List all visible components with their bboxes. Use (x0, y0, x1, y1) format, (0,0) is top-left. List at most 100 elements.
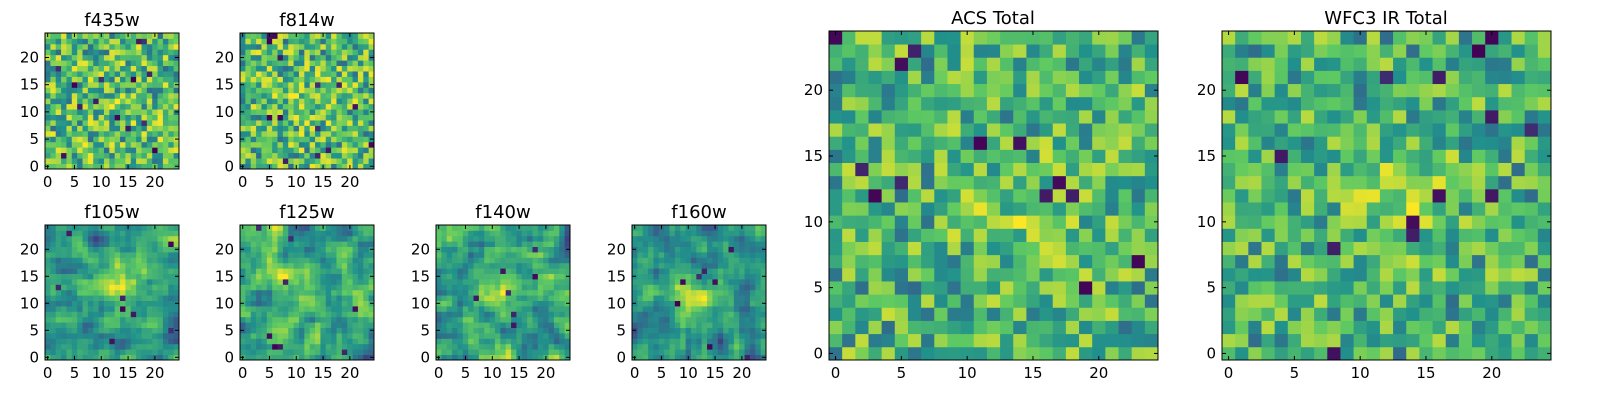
heatmap-cell (357, 257, 364, 264)
heatmap-cell (478, 230, 485, 237)
heatmap-cell (1092, 83, 1106, 98)
y-tick-label: 10 (804, 213, 823, 231)
heatmap-cell (125, 311, 132, 318)
heatmap-cell (309, 225, 316, 231)
heatmap-cell (162, 130, 169, 137)
heatmap-cell (749, 273, 756, 280)
heatmap-cell (162, 316, 169, 323)
heatmap-cell (45, 130, 51, 137)
heatmap-cell (1052, 188, 1067, 203)
heatmap-cell (728, 235, 735, 242)
heatmap-cell (93, 295, 99, 301)
heatmap-cell (240, 333, 246, 339)
heatmap-cell (93, 284, 99, 291)
heatmap-cell (245, 306, 252, 312)
heatmap-cell (168, 235, 175, 242)
heatmap-cell (245, 327, 252, 334)
heatmap-cell (1131, 175, 1146, 190)
heatmap-cell (357, 295, 364, 301)
heatmap-cell (352, 98, 359, 105)
heatmap-cell (1026, 31, 1040, 45)
heatmap-cell (298, 65, 305, 72)
heatmap-cell (45, 257, 51, 264)
heatmap-cell (468, 354, 474, 361)
heatmap-cell (1287, 215, 1302, 229)
heatmap-cell (136, 43, 142, 50)
heatmap-cell (527, 246, 533, 253)
heatmap-cell (93, 225, 99, 231)
heatmap-cell (1222, 254, 1236, 269)
heatmap-cell (240, 103, 246, 110)
heatmap-cell (441, 273, 448, 280)
heatmap-cell (320, 311, 327, 318)
heatmap-cell (960, 136, 975, 150)
heatmap-cell (272, 163, 278, 170)
heatmap-cell (1327, 162, 1341, 177)
heatmap-cell (304, 125, 311, 132)
heatmap-cell (245, 322, 252, 328)
heatmap-cell (712, 241, 719, 247)
heatmap-cell (749, 279, 756, 285)
heatmap-cell (320, 49, 327, 56)
heatmap-cell (320, 289, 327, 296)
heatmap-cell (1419, 267, 1433, 282)
heatmap-cell (71, 60, 78, 67)
panel-title: f435w (84, 10, 139, 31)
heatmap-cell (855, 188, 869, 203)
heatmap-cell (103, 268, 110, 274)
heatmap-cell (261, 60, 268, 67)
heatmap-cell (125, 103, 132, 110)
heatmap-cell (315, 60, 321, 67)
heatmap-cell (304, 349, 311, 355)
heatmap-cell (696, 273, 703, 280)
heatmap-cell (109, 114, 116, 121)
heatmap-cell (71, 109, 78, 115)
heatmap-cell (315, 268, 321, 274)
heatmap-cell (760, 262, 767, 269)
heatmap-cell (685, 343, 692, 350)
heatmap-cell (733, 284, 740, 291)
heatmap-cell (1432, 346, 1447, 361)
heatmap-cell (261, 33, 268, 39)
heatmap-cell (146, 60, 153, 67)
heatmap-cell (309, 87, 316, 94)
heatmap-cell (553, 306, 560, 312)
heatmap-cell (511, 252, 517, 258)
heatmap-cell (494, 349, 501, 355)
heatmap-cell (146, 136, 153, 143)
heatmap-cell (152, 98, 158, 105)
heatmap-cell (489, 246, 496, 253)
heatmap-cell (341, 225, 348, 231)
heatmap-cell (162, 54, 169, 61)
heatmap-cell (1432, 202, 1447, 216)
heatmap-cell (125, 125, 132, 132)
heatmap-cell (157, 54, 164, 61)
heatmap-cell (1274, 175, 1289, 190)
heatmap-cell (352, 163, 359, 170)
heatmap-cell (55, 87, 62, 94)
heatmap-cell (521, 338, 528, 345)
heatmap-cell (642, 322, 649, 328)
heatmap-cell (152, 65, 158, 72)
heatmap-cell (1065, 70, 1080, 85)
heatmap-cell (363, 252, 370, 258)
heatmap-cell (973, 96, 988, 111)
x-tick-label: 0 (238, 173, 248, 191)
heatmap-cell (77, 235, 83, 242)
heatmap-cell (45, 114, 51, 121)
y-tick-label: 5 (813, 279, 823, 297)
heatmap-cell (1000, 149, 1014, 163)
heatmap-cell (331, 103, 337, 110)
heatmap-cell (141, 338, 148, 345)
heatmap-cell (511, 241, 517, 247)
heatmap-cell (1432, 215, 1447, 229)
heatmap-cell (162, 141, 169, 148)
heatmap-cell (157, 230, 164, 237)
heatmap-cell (674, 322, 681, 328)
heatmap-cell (728, 354, 735, 361)
heatmap-cell (1235, 320, 1249, 335)
heatmap-cell (669, 306, 676, 312)
heatmap-cell (298, 103, 305, 110)
heatmap-cell (45, 125, 51, 132)
heatmap-cell (336, 54, 343, 61)
